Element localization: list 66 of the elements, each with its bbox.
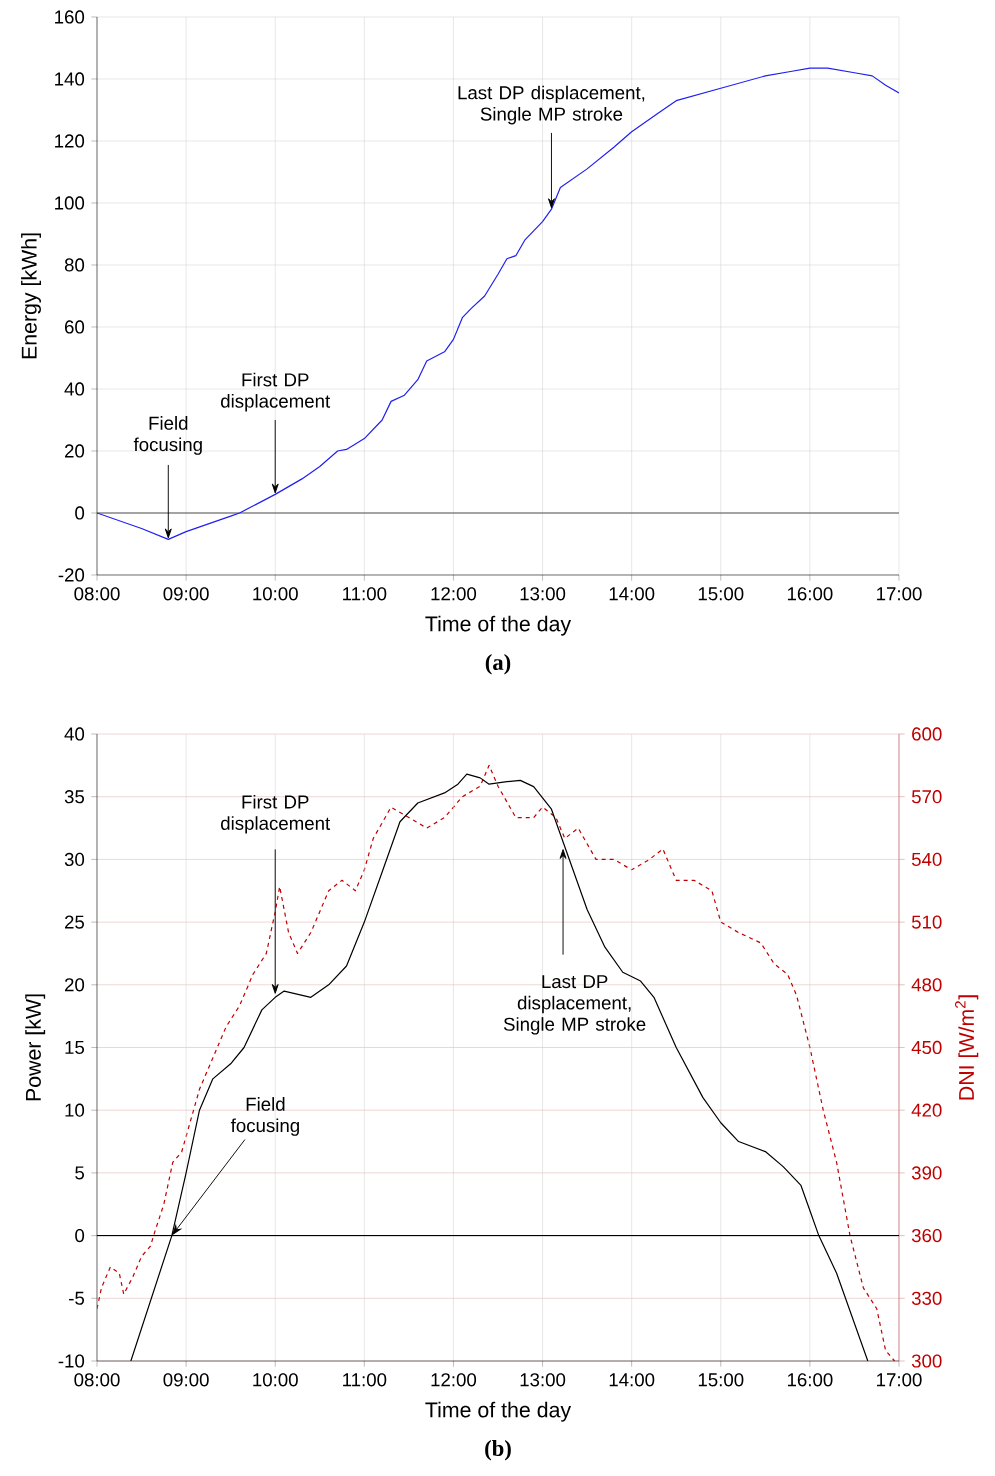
x-tick-label: 17:00 [877, 1373, 922, 1387]
x-tick-label: 08:00 [74, 587, 120, 601]
x-tick-label: 15:00 [698, 1373, 744, 1387]
text: (b) [485, 1440, 511, 1461]
x-axis-title: Time of the day [425, 615, 572, 636]
y-tick-label: -10 [58, 1354, 85, 1368]
y2-tick-label: 510 [911, 915, 942, 929]
y-tick-label: 5 [75, 1166, 85, 1180]
y2-tick-label: 360 [911, 1228, 942, 1243]
x-tick-label: 14:00 [609, 587, 655, 601]
y-tick-label: 100 [55, 196, 85, 210]
y2-tick-label: 300 [911, 1354, 942, 1368]
x-tick-label: 14:00 [609, 1373, 655, 1387]
y2-tick-label: 540 [911, 852, 942, 867]
y-tick-label: 0 [75, 506, 85, 520]
x-tick-label: 11:00 [343, 1373, 387, 1387]
y2-tick-label: 330 [911, 1291, 942, 1305]
annotation: Field focusing [133, 416, 202, 455]
y2-tick-label: 600 [912, 727, 942, 741]
y-axis-title: Energy [kWh] [21, 233, 41, 359]
y-tick-label: 0 [75, 1228, 85, 1243]
annotation: First DP displacement [221, 372, 331, 412]
x-tick-label: 12:00 [431, 1373, 477, 1387]
y-tick-label: 30 [64, 852, 85, 867]
x-tick-label: 10:00 [253, 587, 298, 601]
annotation: Last DP displacement, Single MP stroke [458, 85, 645, 125]
x-tick-label: 15:00 [698, 587, 744, 601]
x-tick-label: 16:00 [787, 1373, 833, 1387]
y2-tick-label: 480 [911, 978, 942, 992]
y-tick-label: 20 [65, 978, 85, 992]
annotation: Last DP displacement, Single MP stroke [503, 975, 646, 1035]
y-tick-label: 60 [65, 320, 85, 334]
y2-tick-label: 390 [911, 1166, 942, 1180]
y2-tick-label: 570 [911, 790, 942, 804]
x-tick-label: 12:00 [431, 587, 477, 601]
x-tick-label: 08:00 [74, 1373, 120, 1387]
y-tick-label: 10 [65, 1103, 85, 1117]
y2-tick-label: 450 [911, 1040, 942, 1055]
x-tick-label: 10:00 [253, 1373, 298, 1387]
annotation: Field focusing [230, 1097, 299, 1136]
y-tick-label: 140 [55, 72, 85, 86]
y-tick-label: 25 [65, 915, 85, 929]
y2-axis-title: DNI [W/m$^{2}$] [955, 995, 979, 1100]
x-tick-label: 13:00 [520, 587, 566, 601]
x-tick-label: 16:00 [787, 587, 833, 601]
annotation: First DP displacement [221, 794, 331, 834]
y-tick-label: 160 [55, 10, 85, 24]
x-tick-label: 09:00 [163, 1373, 209, 1387]
y-axis-title: Power [kW] [25, 994, 46, 1101]
x-tick-label: 17:00 [877, 587, 922, 601]
x-axis-title: Time of the day [425, 1401, 572, 1422]
y-tick-label: 15 [65, 1040, 85, 1055]
y2-tick-label: 420 [911, 1103, 942, 1117]
y-tick-label: -5 [69, 1291, 85, 1305]
x-tick-label: 11:00 [343, 587, 387, 601]
text: (a) [485, 654, 511, 675]
x-tick-label: 13:00 [520, 1373, 566, 1387]
y-tick-label: 40 [64, 382, 85, 396]
y-tick-label: -20 [58, 568, 85, 582]
line-series [97, 67, 899, 540]
y-tick-label: 35 [64, 790, 85, 804]
y-tick-label: 80 [64, 258, 85, 272]
y-tick-label: 40 [64, 727, 85, 741]
y-tick-label: 20 [65, 444, 85, 458]
x-tick-label: 09:00 [163, 587, 209, 601]
y-tick-label: 120 [55, 134, 85, 148]
